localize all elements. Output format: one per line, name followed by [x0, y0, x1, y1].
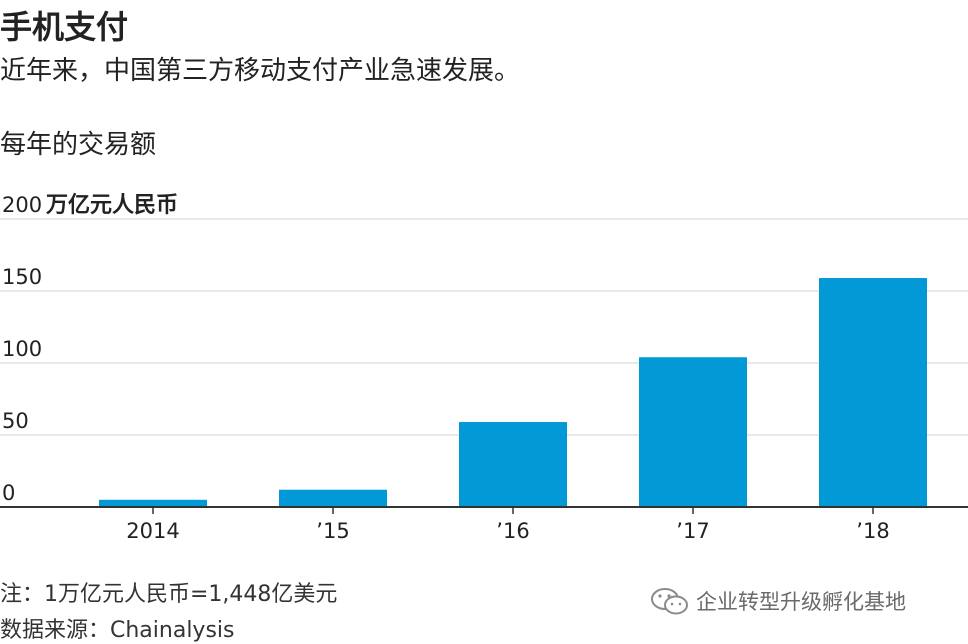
bar-1 [279, 489, 387, 507]
bar-3 [639, 357, 747, 507]
y-tick-label: 150 [2, 265, 42, 289]
bar-0 [99, 499, 207, 507]
page-subtitle: 近年来，中国第三方移动支付产业急速发展。 [0, 56, 521, 86]
watermark: 企业转型升级孵化基地 [650, 586, 906, 616]
bar-chart: 0 50 100 150 200 万亿元人民币 2014 ’15 ’16 ’17 ’18 [0, 193, 968, 543]
x-tick-label: ’16 [496, 519, 529, 543]
y-axis-unit-label: 万亿元人民币 [45, 193, 178, 218]
source-note: 数据来源：Chainalysis [0, 618, 235, 643]
bars [99, 278, 927, 507]
axis-labels: 0 50 100 150 200 万亿元人民币 2014 ’15 ’16 ’17 ’18 [2, 193, 890, 543]
y-tick-label: 200 [2, 193, 42, 217]
y-tick-label: 0 [2, 481, 15, 505]
footnote: 注：1万亿元人民币=1,448亿美元 [0, 582, 338, 607]
bar-4 [819, 278, 927, 507]
x-tick-label: ’17 [676, 519, 709, 543]
page-title: 手机支付 [0, 8, 129, 46]
x-tick-label: 2014 [126, 519, 179, 543]
y-tick-label: 50 [2, 409, 29, 433]
watermark-text: 企业转型升级孵化基地 [696, 590, 906, 614]
wechat-icon [651, 588, 688, 615]
y-tick-label: 100 [2, 337, 42, 361]
x-tick-label: ’15 [316, 519, 349, 543]
x-tick-label: ’18 [856, 519, 889, 543]
chart-heading: 每年的交易额 [0, 130, 157, 160]
grid-lines [0, 218, 968, 436]
bar-2 [459, 422, 567, 507]
axes [0, 506, 968, 514]
